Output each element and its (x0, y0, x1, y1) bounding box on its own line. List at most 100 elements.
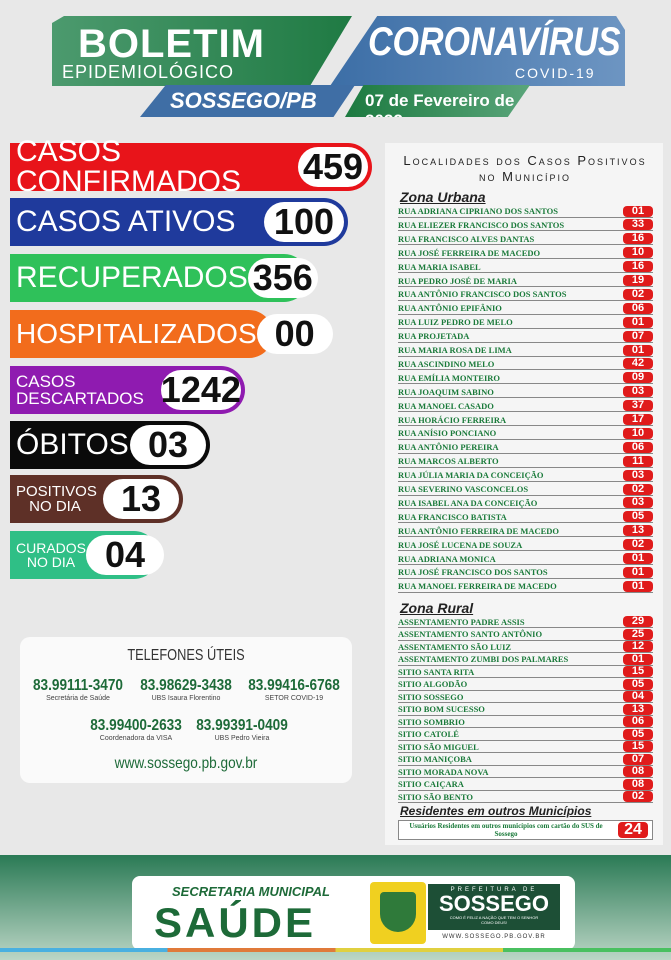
city-banner: SOSSEGO/PB (140, 85, 355, 117)
outros-value: 24 (618, 822, 648, 838)
location-row: SITIO SÃO MIGUEL 15 (398, 741, 653, 753)
stat-label: RECUPERADOS (16, 261, 248, 294)
location-row: RUA PROJETADA 07 (398, 330, 653, 343)
location-name: RUA ADRIANA CIPRIANO DOS SANTOS (398, 206, 558, 216)
location-name: SITIO BOM SUCESSO (398, 704, 485, 714)
location-count: 02 (623, 791, 653, 802)
location-count: 08 (623, 766, 653, 777)
location-count: 29 (623, 616, 653, 627)
location-count: 15 (623, 666, 653, 677)
location-name: ASSENTAMENTO ZUMBI DOS PALMARES (398, 654, 569, 664)
location-name: RUA FRANCISCO BATISTA (398, 511, 507, 522)
location-row: RUA JOSÉ FERREIRA DE MACEDO 10 (398, 247, 653, 260)
saude-label: SAÚDE (154, 899, 317, 946)
phones-title: TELEFONES ÚTEIS (127, 647, 245, 664)
phone-caption: Secretária de Saúde (46, 695, 110, 702)
location-row: RUA ANTÔNIO PEREIRA 06 (398, 441, 653, 454)
website-link[interactable]: www.sossego.pb.gov.br (114, 755, 258, 772)
location-name: RUA JOSÉ FERREIRA DE MACEDO (398, 247, 541, 258)
location-row: RUA MARIA ROSA DE LIMA 01 (398, 344, 653, 357)
location-name: SITIO CAIÇARA (398, 779, 464, 789)
outros-row: Usuários Residentes em outros municípios… (398, 820, 653, 840)
location-name: RUA SEVERINO VASCONCELOS (398, 484, 529, 494)
location-count: 07 (623, 753, 653, 765)
location-count: 01 (623, 653, 653, 665)
stat-casos-confirmados: CASOS CONFIRMADOS 459 (10, 137, 372, 197)
location-count: 02 (623, 483, 653, 495)
location-count: 12 (623, 641, 653, 652)
footer-box: SECRETARIA MUNICIPAL SAÚDE PREFEITURA DE… (132, 876, 575, 950)
location-count: 10 (623, 427, 653, 439)
location-name: ASSENTAMENTO SÃO LUIZ (398, 641, 512, 652)
location-row: RUA MARIA ISABEL 16 (398, 261, 653, 274)
location-row: SITIO SOMBRIO 06 (398, 716, 653, 728)
location-count: 06 (623, 302, 653, 314)
location-count: 05 (623, 728, 653, 740)
location-name: RUA ASCINDINO MELO (398, 358, 495, 369)
location-count: 13 (623, 525, 653, 537)
phone-caption: UBS Isaura Florentino (151, 695, 221, 702)
location-count: 01 (623, 205, 653, 217)
location-row: RUA ANTÔNIO FRANCISCO DOS SANTOS 02 (398, 288, 653, 301)
municipal-coat-of-arms-icon (370, 882, 426, 944)
location-row: RUA ADRIANA CIPRIANO DOS SANTOS 01 (398, 205, 653, 218)
location-name: RUA ISABEL ANA DA CONCEIÇÃO (398, 497, 538, 508)
location-count: 03 (623, 469, 653, 481)
location-name: RUA MARCOS ALBERTO (398, 456, 499, 467)
stat--bitos: ÓBITOS 03 (10, 421, 210, 469)
stat-label: CASOS CONFIRMADOS (16, 135, 241, 198)
location-name: RUA JÚLIA MARIA DA CONCEIÇÃO (398, 470, 544, 481)
location-name: RUA MANOEL CASADO (398, 400, 494, 411)
location-count: 05 (623, 511, 653, 523)
location-name: RUA HORÁCIO FERREIRA (398, 414, 507, 425)
location-count: 06 (623, 716, 653, 727)
location-count: 33 (623, 219, 653, 231)
location-row: ASSENTAMENTO PADRE ASSIS 29 (398, 616, 653, 628)
city: SOSSEGO/PB (170, 88, 317, 113)
location-row: RUA LUIZ PEDRO DE MELO 01 (398, 316, 653, 329)
stat-value: 1242 (160, 369, 241, 410)
location-name: RUA JOSÉ FRANCISCO DOS SANTOS (398, 567, 548, 578)
phone-number: 83.99111-3470 (32, 677, 123, 694)
stat-label: CURADOS NO DIA (16, 540, 87, 570)
location-name: RUA ADRIANA MONICA (398, 553, 496, 564)
location-row: RUA ISABEL ANA DA CONCEIÇÃO 03 (398, 497, 653, 510)
phone-caption: Coordenadora da VISA (99, 735, 173, 742)
localidades-panel (385, 143, 663, 845)
stat-label: ÓBITOS (16, 428, 129, 461)
location-name: RUA MANOEL FERREIRA DE MACEDO (398, 581, 557, 592)
title-epidemiologico: EPIDEMIOLÓGICO (62, 62, 235, 82)
prefeitura-label: PREFEITURA DE (450, 887, 538, 893)
location-count: 13 (623, 703, 653, 715)
phone-caption: SETOR COVID-19 (264, 695, 324, 702)
zona-urbana-heading: Zona Urbana (400, 189, 486, 205)
location-count: 02 (623, 288, 653, 300)
location-name: SITIO SANTA RITA (398, 666, 475, 677)
location-name: RUA LUIZ PEDRO DE MELO (398, 317, 513, 328)
location-row: SITIO ALGODÃO 05 (398, 678, 653, 691)
location-row: SITIO MORADA NOVA 08 (398, 766, 653, 778)
stat-label: CASOS DESCARTADOS (16, 372, 144, 408)
location-name: RUA MARIA ROSA DE LIMA (398, 345, 512, 355)
header-banner-right (330, 16, 625, 86)
localidades-title: Localidades dos Casos Positivos no Munic… (403, 153, 647, 184)
stat-value: 13 (103, 478, 179, 519)
stat-label: CASOS ATIVOS (16, 205, 236, 238)
location-count: 16 (623, 233, 653, 245)
location-count: 03 (623, 386, 653, 398)
location-row: RUA ANÍSIO PONCIANO 10 (398, 427, 653, 440)
location-count: 04 (623, 691, 653, 702)
location-row: RUA ASCINDINO MELO 42 (398, 358, 653, 371)
location-row: RUA HORÁCIO FERREIRA 17 (398, 414, 653, 426)
location-count: 11 (623, 455, 653, 467)
location-name: SITIO SÃO MIGUEL (398, 741, 479, 752)
phone-caption: UBS Pedro Vieira (214, 735, 270, 742)
stat-value: 356 (247, 257, 318, 298)
phone-number: 83.99416-6768 (248, 677, 340, 694)
location-row: RUA MANOEL FERREIRA DE MACEDO 01 (398, 580, 653, 593)
location-row: RUA JOSÉ LUCENA DE SOUZA 02 (398, 539, 653, 552)
location-count: 09 (623, 372, 653, 384)
location-row: RUA ANTÔNIO FERREIRA DE MACEDO 13 (398, 525, 653, 538)
color-stripe (0, 948, 671, 952)
location-count: 25 (623, 628, 653, 640)
